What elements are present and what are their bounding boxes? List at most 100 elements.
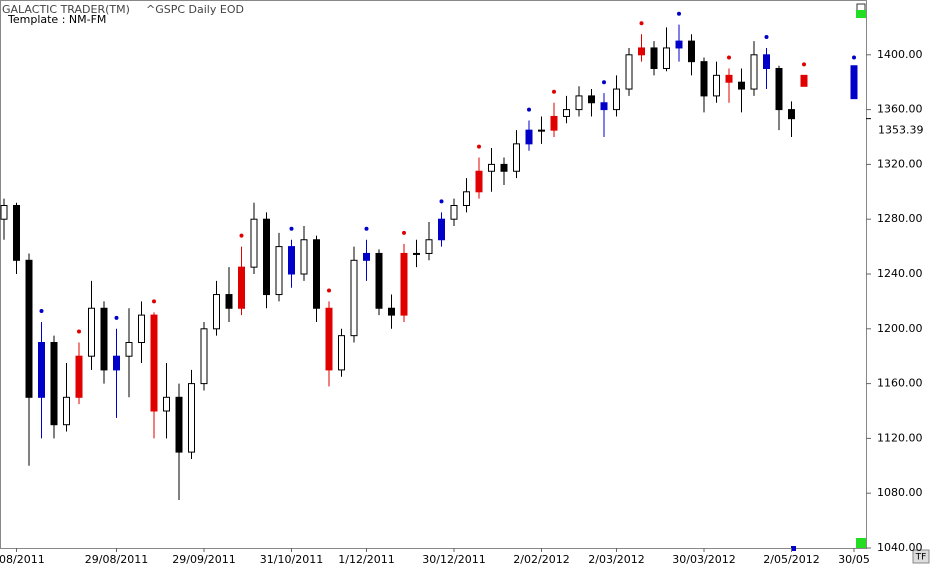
signal-dot <box>77 329 81 334</box>
signal-dot <box>802 62 806 67</box>
y-tick-label: 1240.00 <box>877 267 923 280</box>
signal-dot <box>527 107 531 112</box>
plot-frame <box>0 0 867 549</box>
candle-body <box>75 355 83 398</box>
x-tick-label: 2/02/2012 <box>513 553 569 566</box>
x-tick-label: 2/03/2012 <box>588 553 644 566</box>
candle-body <box>750 54 758 90</box>
x-tick-label: 30/05 <box>838 553 870 566</box>
tf-button[interactable] <box>912 549 930 564</box>
candle-body <box>288 246 295 275</box>
candle-body <box>0 205 8 220</box>
candle-body <box>475 170 483 193</box>
candle-body <box>413 252 420 255</box>
x-tick-label: 1/12/2011 <box>338 553 394 566</box>
candle-body <box>125 342 133 357</box>
signal-dot <box>239 233 244 238</box>
candle-body <box>738 81 745 90</box>
candle-body <box>800 74 808 87</box>
signal-dot <box>602 80 606 85</box>
candle-body <box>388 307 395 316</box>
signal-dot <box>727 55 731 60</box>
candle-body <box>200 328 208 385</box>
candle-body <box>400 252 408 316</box>
candle-body <box>13 205 20 261</box>
signal-dot <box>552 89 556 94</box>
signal-dot <box>677 11 681 16</box>
candle-body <box>163 396 170 412</box>
green-marker <box>856 10 866 18</box>
x-tick-label: 30/03/2012 <box>672 553 735 566</box>
signal-dot <box>402 230 406 235</box>
candle-body <box>450 205 458 220</box>
candle-body <box>88 307 95 357</box>
signal-dot <box>477 144 481 149</box>
candle-body <box>775 68 783 111</box>
candle-body <box>338 335 345 371</box>
candle-body <box>100 307 108 371</box>
candle-body <box>38 342 45 398</box>
candle-body <box>588 95 595 104</box>
candle-body <box>675 40 683 49</box>
signal-dot <box>114 315 119 320</box>
candle-body <box>713 74 720 97</box>
candle-body <box>700 61 708 97</box>
bottom-marker <box>791 546 796 551</box>
y-tick-label: 1160.00 <box>877 377 923 390</box>
signal-dot <box>289 226 294 231</box>
green-marker <box>856 538 866 548</box>
candle-body <box>525 129 533 145</box>
candle-body <box>213 294 220 330</box>
candle-body <box>25 259 33 398</box>
x-tick-label: 29/09/2011 <box>172 553 235 566</box>
last-price-label: 1353.39 <box>878 124 924 137</box>
x-tick-label: 29/08/2011 <box>85 553 148 566</box>
signal-dot <box>39 308 44 313</box>
candle-body <box>550 115 558 131</box>
candle-body <box>625 54 633 90</box>
y-tick-label: 1080.00 <box>877 486 923 499</box>
chart-subtitle: ^GSPC Daily EOD <box>146 3 244 16</box>
candle-body <box>188 383 195 453</box>
candle-body <box>463 191 470 207</box>
candle-body <box>425 239 433 254</box>
y-tick-label: 1200.00 <box>877 322 923 335</box>
y-tick-label: 1120.00 <box>877 431 923 444</box>
candle-body <box>500 163 508 172</box>
candle-body <box>488 163 495 172</box>
x-tick-label: 1/08/2011 <box>0 553 45 566</box>
candle-body <box>613 88 620 111</box>
x-tick-label: 31/10/2011 <box>260 553 323 566</box>
candle-body <box>638 47 645 56</box>
signal-dot <box>327 288 331 293</box>
y-tick-label: 1040.00 <box>877 541 923 554</box>
candle-body <box>138 314 145 344</box>
y-tick-label: 1360.00 <box>877 103 923 116</box>
candle-body <box>300 239 308 275</box>
candle-body <box>538 129 545 132</box>
candle-body <box>763 54 770 69</box>
candle-body <box>238 266 245 309</box>
candle-body <box>725 74 733 83</box>
candle-body <box>563 109 570 117</box>
y-tick-label: 1400.00 <box>877 48 923 61</box>
candle-body <box>513 143 520 172</box>
candle-body <box>250 218 258 268</box>
chart-title: GALACTIC TRADER(TM) <box>2 3 130 16</box>
candle-body <box>150 314 158 412</box>
candle-body <box>350 259 358 337</box>
candle-body <box>788 109 795 120</box>
y-tick-label: 1320.00 <box>877 157 923 170</box>
candle-body <box>850 65 858 100</box>
tf-label[interactable]: TF <box>915 553 927 563</box>
candle-body <box>363 252 370 261</box>
candle-body <box>313 239 320 309</box>
candle-body <box>225 294 233 309</box>
candle-body <box>325 307 333 371</box>
candle-body <box>600 102 608 111</box>
signal-dot <box>439 199 444 204</box>
candle-body <box>63 396 70 426</box>
candle-body <box>650 47 658 69</box>
signal-dot <box>852 55 856 60</box>
